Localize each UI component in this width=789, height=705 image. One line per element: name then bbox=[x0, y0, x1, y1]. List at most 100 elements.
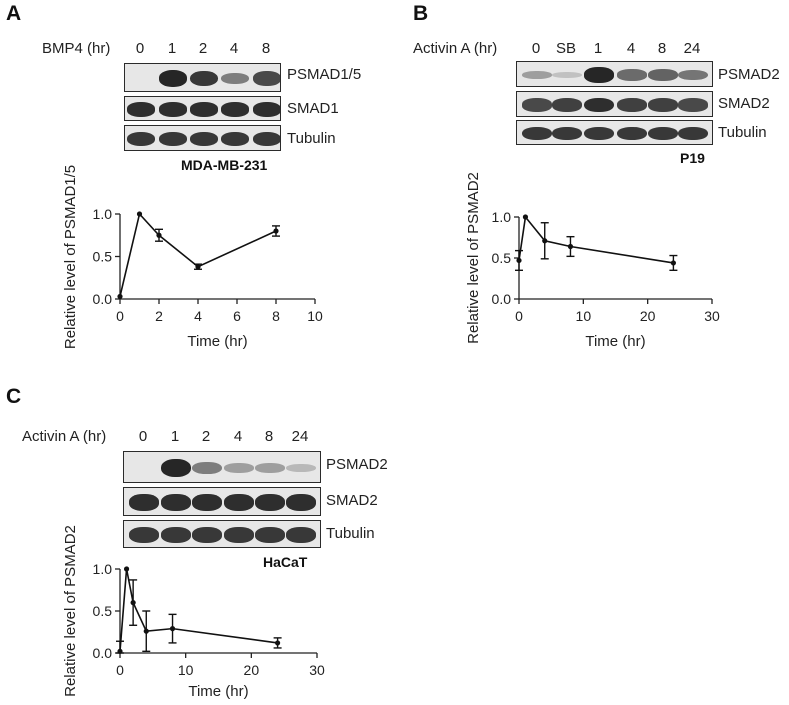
band bbox=[647, 69, 679, 81]
lane-label-a-0: 0 bbox=[135, 40, 145, 57]
band bbox=[583, 126, 615, 141]
lane-label-c-1: 1 bbox=[170, 428, 180, 445]
lane-label-a-2: 2 bbox=[198, 40, 208, 57]
x-tick-label-a: 4 bbox=[194, 308, 202, 324]
lane-label-c-5: 24 bbox=[291, 428, 309, 445]
band bbox=[551, 126, 583, 141]
x-axis-label-b: Time (hr) bbox=[585, 333, 645, 350]
x-tick-label-c: 10 bbox=[178, 662, 194, 678]
band bbox=[254, 527, 286, 543]
data-point-c bbox=[123, 566, 130, 572]
band bbox=[220, 102, 250, 117]
band bbox=[252, 71, 280, 86]
cell-line-label-b: P19 bbox=[680, 150, 705, 166]
row-label-c-psmad2: PSMAD2 bbox=[326, 456, 388, 473]
series-line-b bbox=[518, 215, 674, 264]
data-point-a bbox=[195, 264, 201, 270]
row-label-b-psmad2: PSMAD2 bbox=[718, 66, 780, 83]
blot-b-psmad2 bbox=[516, 61, 713, 87]
y-tick-label-c: 1.0 bbox=[93, 561, 113, 577]
data-point-c bbox=[275, 640, 281, 646]
x-axis-label-c: Time (hr) bbox=[188, 683, 248, 700]
data-point-c bbox=[169, 626, 176, 632]
band bbox=[583, 97, 615, 113]
x-tick-label-b: 30 bbox=[704, 308, 720, 324]
y-axis-label-a: Relative level of PSMAD1/5 bbox=[62, 165, 79, 349]
y-axis-label-b: Relative level of PSMAD2 bbox=[465, 172, 482, 344]
blot-a-tubulin bbox=[124, 125, 281, 151]
band bbox=[191, 461, 223, 475]
band bbox=[616, 69, 648, 81]
band bbox=[285, 494, 317, 511]
treatment-label-b: Activin A (hr) bbox=[413, 40, 498, 57]
band bbox=[252, 102, 280, 117]
band bbox=[220, 72, 250, 85]
data-point-a bbox=[156, 232, 162, 238]
band bbox=[128, 527, 160, 543]
band bbox=[158, 131, 188, 147]
cell-line-label-c: HaCaT bbox=[263, 554, 308, 570]
panel-letter-a: A bbox=[6, 2, 22, 25]
blot-c-tubulin bbox=[123, 520, 321, 548]
lane-label-b-3: 4 bbox=[626, 40, 636, 57]
y-tick-label-b: 0.5 bbox=[492, 250, 512, 266]
row-label-a-smad1: SMAD1 bbox=[287, 100, 339, 117]
blot-a-smad1 bbox=[124, 96, 281, 121]
band bbox=[551, 98, 583, 112]
band bbox=[189, 102, 219, 117]
data-point-a bbox=[136, 211, 143, 217]
blot-c-smad2 bbox=[123, 487, 321, 516]
band bbox=[158, 70, 188, 87]
band bbox=[160, 458, 192, 478]
band bbox=[254, 494, 286, 511]
x-tick-label-c: 20 bbox=[244, 662, 260, 678]
data-point-b bbox=[567, 243, 574, 250]
band bbox=[677, 126, 709, 141]
x-tick-label-b: 20 bbox=[640, 308, 656, 324]
band bbox=[252, 131, 280, 147]
band bbox=[521, 98, 553, 112]
band bbox=[254, 462, 286, 474]
treatment-label-c: Activin A (hr) bbox=[22, 428, 107, 445]
data-point-c bbox=[117, 648, 123, 654]
blot-b-smad2 bbox=[516, 91, 713, 117]
lane-label-b-5: 24 bbox=[683, 40, 701, 57]
lane-label-b-1: SB bbox=[555, 40, 576, 57]
x-axis-label-a: Time (hr) bbox=[187, 333, 247, 350]
data-point-b bbox=[670, 260, 677, 266]
y-tick-label-b: 0.0 bbox=[492, 291, 512, 307]
lane-label-a-1: 1 bbox=[167, 40, 177, 57]
band bbox=[285, 527, 317, 543]
x-tick-label-a: 8 bbox=[272, 308, 280, 324]
series-line-a bbox=[119, 212, 277, 297]
band bbox=[285, 463, 317, 473]
lane-label-a-3: 4 bbox=[229, 40, 239, 57]
band bbox=[551, 71, 583, 79]
row-label-c-tubulin: Tubulin bbox=[326, 525, 375, 542]
band bbox=[647, 126, 679, 141]
x-tick-label-a: 0 bbox=[116, 308, 124, 324]
y-tick-label-a: 1.0 bbox=[93, 206, 113, 222]
band bbox=[189, 131, 219, 147]
band bbox=[616, 98, 648, 112]
lane-label-a-4: 8 bbox=[261, 40, 271, 57]
row-label-b-tubulin: Tubulin bbox=[718, 124, 767, 141]
panel-letter-b: B bbox=[413, 2, 429, 25]
band bbox=[223, 494, 255, 511]
x-tick-label-a: 6 bbox=[233, 308, 241, 324]
x-tick-label-c: 30 bbox=[309, 662, 325, 678]
band bbox=[521, 70, 553, 80]
band bbox=[191, 494, 223, 511]
band bbox=[158, 102, 188, 117]
band bbox=[677, 98, 709, 112]
band bbox=[677, 69, 709, 81]
band bbox=[160, 494, 192, 511]
band bbox=[647, 98, 679, 112]
x-tick-label-b: 10 bbox=[576, 308, 592, 324]
series-line-c bbox=[119, 568, 278, 652]
lane-label-b-4: 8 bbox=[657, 40, 667, 57]
y-tick-label-a: 0.0 bbox=[93, 291, 113, 307]
row-label-c-smad2: SMAD2 bbox=[326, 492, 378, 509]
band bbox=[128, 494, 160, 511]
